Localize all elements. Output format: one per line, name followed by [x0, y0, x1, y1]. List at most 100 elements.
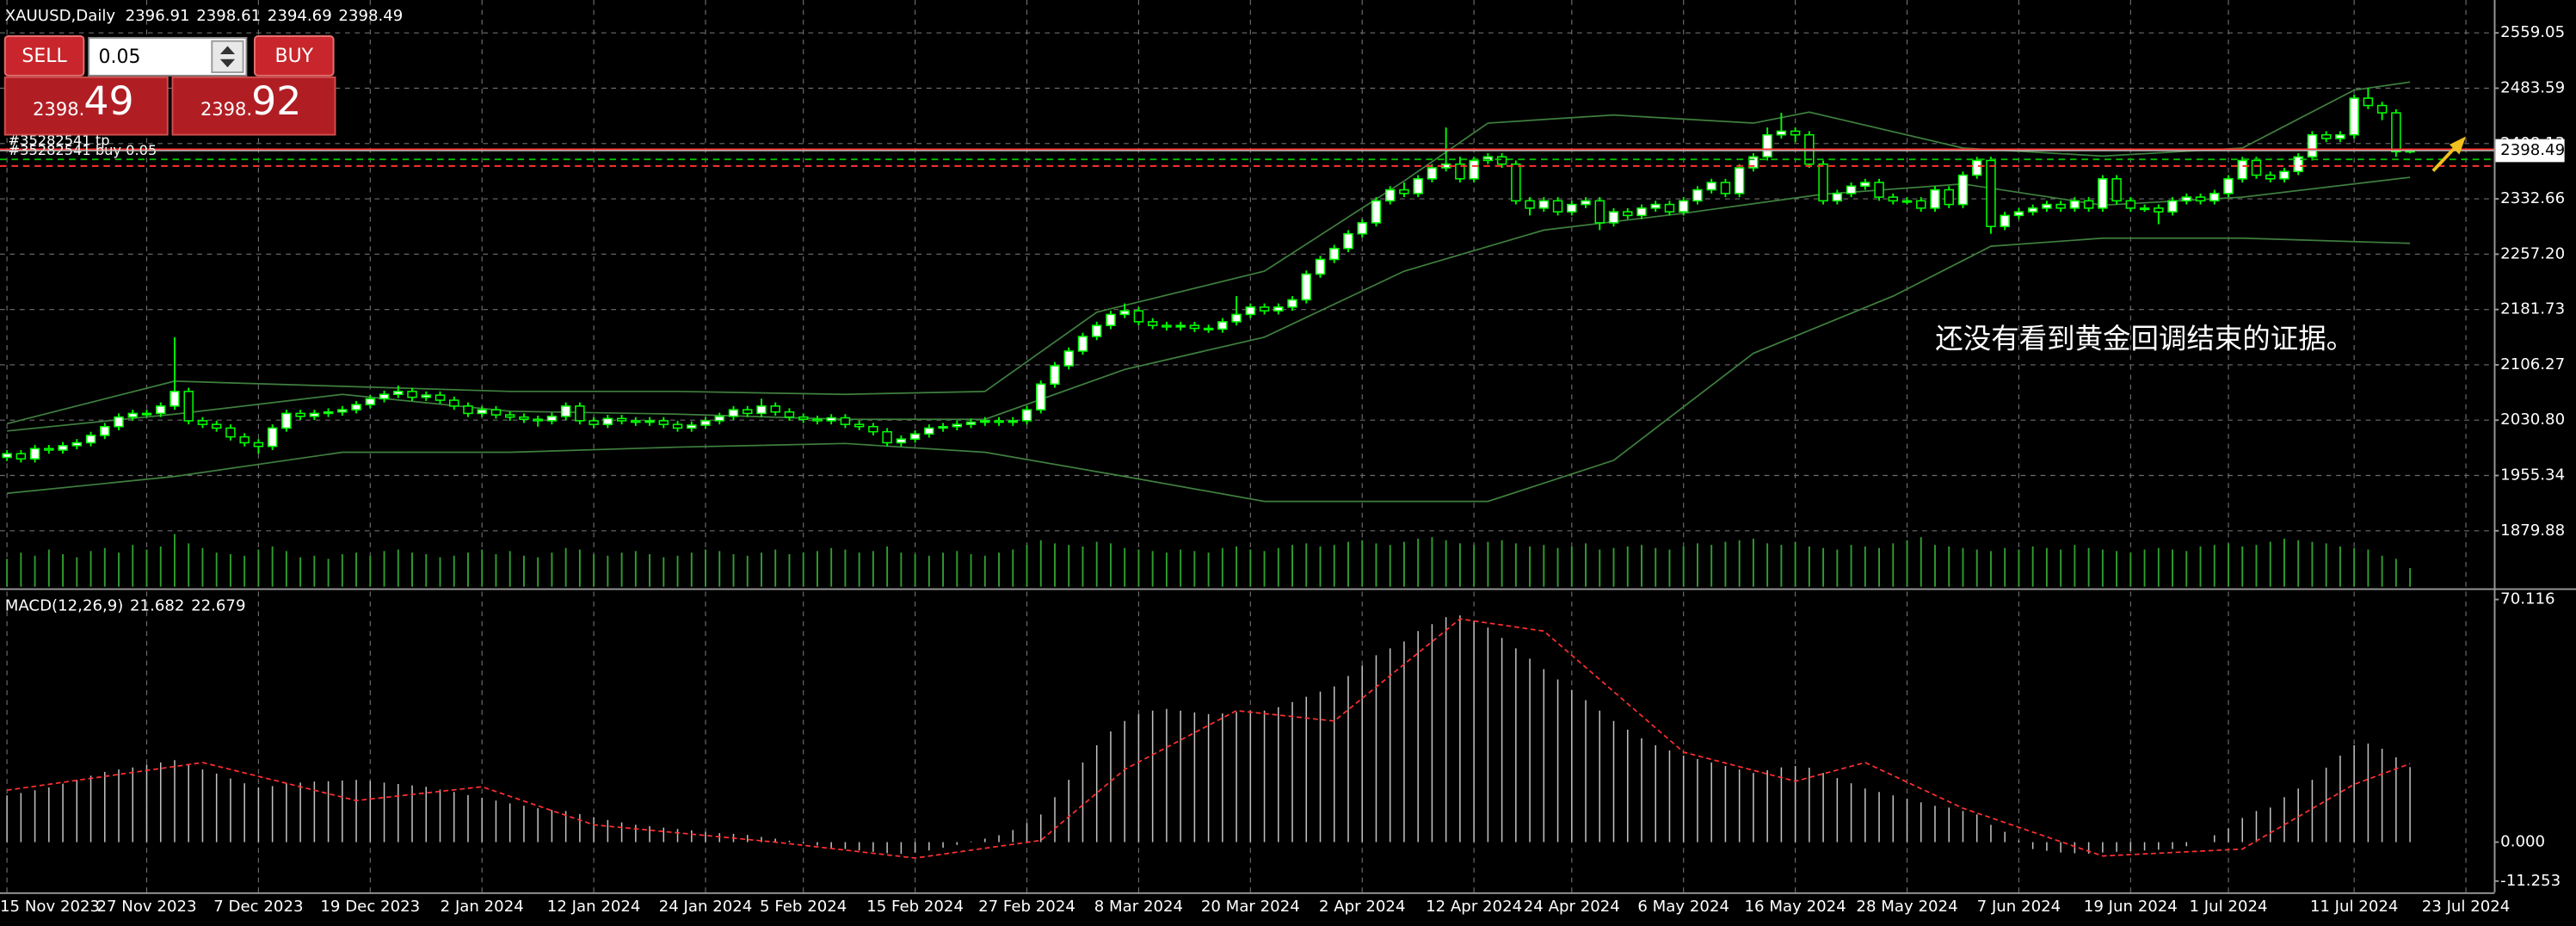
candle-body — [1986, 159, 1996, 227]
candle-body — [1720, 182, 1731, 194]
candle-body — [1162, 324, 1172, 328]
buy-button[interactable] — [254, 35, 335, 77]
y-tick-label: 2332.66 — [2500, 189, 2565, 207]
candle-body — [504, 414, 515, 418]
candle-body — [1678, 200, 1689, 213]
candle-body — [2098, 178, 2108, 209]
candle-body — [393, 391, 404, 396]
sell-price-box[interactable] — [3, 76, 169, 136]
candle-body — [826, 417, 836, 422]
candle-body — [2042, 203, 2052, 209]
candle-body — [239, 435, 250, 444]
signal-line — [6, 618, 2411, 859]
arrow-head — [2449, 136, 2467, 155]
candle-body — [2223, 178, 2234, 194]
candle-body — [602, 417, 613, 425]
x-tick-label: 27 Nov 2023 — [96, 898, 196, 916]
candle-body — [1916, 200, 1926, 209]
candle-body — [1846, 185, 1857, 194]
candle-body — [1971, 159, 1982, 176]
candle-body — [2320, 133, 2332, 139]
candle-body — [463, 405, 473, 415]
candle-body — [1901, 200, 1913, 203]
candle-body — [379, 393, 390, 400]
candle-body — [1231, 313, 1242, 323]
sell-button[interactable] — [3, 35, 85, 77]
candle-body — [1315, 258, 1326, 275]
spinner-arrows — [219, 46, 236, 68]
candle-body — [2335, 133, 2345, 139]
candle-body — [1455, 163, 1465, 180]
candle-body — [1399, 188, 1409, 194]
candle-body — [169, 391, 180, 407]
candle-body — [1706, 182, 1716, 191]
candle-body — [253, 441, 264, 448]
candle-body — [1832, 193, 1843, 202]
y-tick-label: 70.116 — [2500, 590, 2554, 608]
candle-body — [1496, 156, 1507, 165]
x-tick-label: 16 May 2024 — [1745, 898, 1846, 916]
candle-body — [2055, 203, 2066, 209]
x-tick-label: 11 Jul 2024 — [2310, 898, 2399, 916]
candle-body — [351, 404, 361, 411]
macd-header: MACD(12,26,9) 21.682 22.679 — [5, 597, 246, 615]
candle-body — [1888, 196, 1899, 202]
candle-body — [114, 416, 124, 428]
candle-body — [1734, 167, 1745, 194]
candle-body — [2279, 170, 2289, 180]
candle-body — [2363, 97, 2374, 107]
candle-body — [44, 448, 54, 451]
candle-body — [546, 416, 558, 422]
candle-body — [1273, 306, 1284, 312]
x-tick-label: 2 Jan 2024 — [441, 898, 524, 916]
current-price: 2398.49 — [2500, 141, 2565, 159]
candle-body — [323, 411, 334, 415]
candle-body — [2083, 200, 2094, 209]
candle-body — [714, 416, 724, 422]
candle-body — [519, 416, 529, 420]
x-tick-label: 20 Mar 2024 — [1201, 898, 1300, 916]
candle-body — [1692, 188, 1703, 202]
candle-body — [2, 453, 12, 459]
candle-body — [980, 420, 990, 423]
candle-body — [798, 416, 809, 420]
candle-body — [1538, 200, 1550, 209]
candle-body — [700, 420, 711, 426]
candle-body — [1930, 188, 1940, 209]
candle-body — [965, 421, 977, 425]
candle-body — [1189, 324, 1200, 330]
candle-body — [183, 391, 194, 422]
macd-title: MACD(12,26,9) — [5, 597, 124, 615]
candle-body — [1762, 133, 1772, 157]
y-tick-label: 2559.05 — [2500, 23, 2565, 41]
lot-spinner[interactable] — [211, 40, 244, 73]
candle-body — [449, 399, 459, 407]
candle-body — [2251, 159, 2262, 176]
candle-body — [2139, 207, 2150, 211]
candle-body — [631, 420, 641, 423]
candle-body — [337, 409, 348, 413]
x-tick-label: 5 Feb 2024 — [760, 898, 847, 916]
candle-body — [952, 423, 963, 428]
candle-body — [100, 425, 110, 436]
x-tick-label: 7 Jun 2024 — [1977, 898, 2061, 916]
chart-header: XAUUSD,Daily 2396.91 2398.61 2394.69 2398.49 — [5, 7, 404, 25]
candle-body — [1552, 200, 1563, 213]
candle-body — [267, 427, 278, 448]
candle-body — [575, 405, 585, 422]
candle-body — [2125, 200, 2136, 209]
candle-body — [854, 423, 865, 428]
bollinger-band — [7, 237, 2411, 503]
x-tick-label: 19 Dec 2023 — [320, 898, 420, 916]
candle-body — [560, 405, 571, 417]
candle-body — [490, 409, 502, 416]
candle-body — [1413, 178, 1423, 194]
candle-body — [197, 420, 208, 425]
candle-body — [1203, 327, 1214, 330]
symbol: XAUUSD,Daily — [5, 7, 116, 25]
buy-price-box[interactable] — [171, 76, 336, 136]
buy-big-figure: 2398. — [200, 99, 252, 120]
candle-body — [1874, 182, 1884, 198]
candle-body — [770, 405, 780, 413]
